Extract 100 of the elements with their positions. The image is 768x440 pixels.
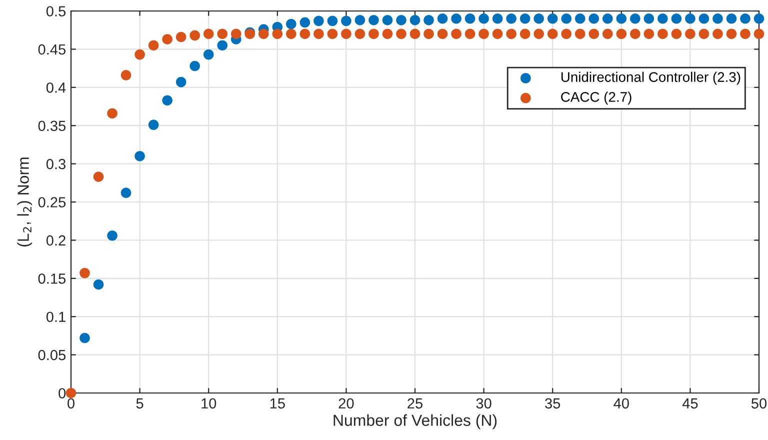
point	[602, 13, 613, 24]
point	[630, 28, 640, 40]
y-tick-label: 0	[58, 388, 66, 398]
point	[520, 13, 530, 24]
point	[492, 13, 503, 24]
point	[506, 28, 516, 40]
y-tick-label: 0.05	[38, 350, 66, 360]
point	[368, 28, 379, 40]
x-tick-label: 15	[270, 398, 285, 409]
y-tick-label: 0.35	[38, 120, 66, 132]
point	[286, 28, 296, 40]
point	[230, 28, 242, 40]
point	[272, 28, 283, 40]
point	[148, 40, 159, 51]
point	[671, 13, 682, 24]
point	[314, 16, 324, 26]
point	[602, 28, 613, 40]
point	[300, 28, 310, 40]
point	[258, 28, 269, 40]
point	[520, 28, 530, 40]
point	[93, 279, 104, 290]
point	[658, 28, 668, 40]
point	[368, 15, 379, 26]
point	[534, 13, 544, 24]
point	[382, 15, 393, 26]
point	[698, 28, 710, 40]
point	[712, 13, 723, 24]
point	[203, 49, 214, 60]
point	[451, 13, 462, 24]
point	[396, 28, 406, 40]
point	[698, 13, 710, 24]
point	[217, 28, 228, 40]
y-tick-label: 0.2	[46, 235, 66, 246]
point	[754, 28, 764, 40]
y-tick-label: 0.4	[46, 82, 66, 93]
point	[354, 28, 366, 40]
point	[162, 34, 172, 44]
point	[547, 28, 558, 40]
point	[478, 28, 489, 40]
x-tick-label: 10	[202, 398, 216, 409]
point	[561, 13, 572, 24]
x-axis-title: Number of Vehicles (N)	[334, 414, 497, 430]
point	[176, 76, 186, 88]
point	[588, 13, 600, 24]
y-tick-label: 0.25	[38, 197, 66, 208]
point	[574, 28, 586, 40]
legend-label: CACC (2.7)	[561, 92, 632, 105]
point	[396, 15, 406, 26]
x-tick-label: 50	[751, 398, 767, 409]
point	[286, 18, 296, 30]
point	[341, 16, 352, 26]
point	[534, 28, 544, 40]
point	[464, 13, 476, 24]
point	[107, 108, 118, 119]
x-tick-label: 0	[68, 398, 74, 409]
legend-label: Unidirectional Controller (2.3)	[561, 72, 740, 85]
x-tick-label: 5	[136, 398, 144, 409]
point	[410, 15, 420, 26]
point	[451, 28, 462, 40]
point	[162, 95, 172, 106]
point	[190, 60, 200, 72]
y-tick-label: 0.1	[46, 312, 66, 322]
point	[410, 28, 420, 40]
point	[327, 28, 338, 40]
point	[93, 172, 104, 182]
point	[107, 230, 118, 241]
point	[561, 28, 572, 40]
point	[726, 28, 737, 40]
point	[588, 28, 600, 40]
point	[66, 388, 76, 398]
y-tick-label: 0.45	[38, 44, 66, 55]
point	[685, 28, 696, 40]
point	[203, 28, 214, 40]
y-tick-label: 0.15	[38, 274, 66, 284]
x-tick-label: 30	[476, 398, 492, 409]
point	[134, 151, 145, 162]
point	[300, 17, 310, 28]
point	[80, 332, 90, 344]
point	[754, 13, 764, 24]
point	[685, 13, 696, 24]
point	[327, 16, 338, 26]
x-tick-label: 35	[545, 398, 560, 409]
point	[616, 13, 627, 24]
point	[630, 13, 640, 24]
point	[616, 28, 627, 40]
point	[478, 13, 489, 24]
point	[354, 15, 366, 26]
point	[740, 28, 750, 40]
point	[671, 28, 682, 40]
x-tick-label: 25	[408, 398, 422, 409]
point	[740, 13, 750, 24]
point	[80, 268, 90, 278]
point	[424, 28, 434, 40]
point	[382, 28, 393, 40]
point	[148, 120, 159, 130]
x-tick-label: 45	[682, 398, 698, 409]
x-tick-label: 40	[614, 398, 629, 409]
y-tick-label: 0.3	[46, 158, 66, 170]
point	[190, 30, 200, 41]
point	[506, 13, 516, 24]
